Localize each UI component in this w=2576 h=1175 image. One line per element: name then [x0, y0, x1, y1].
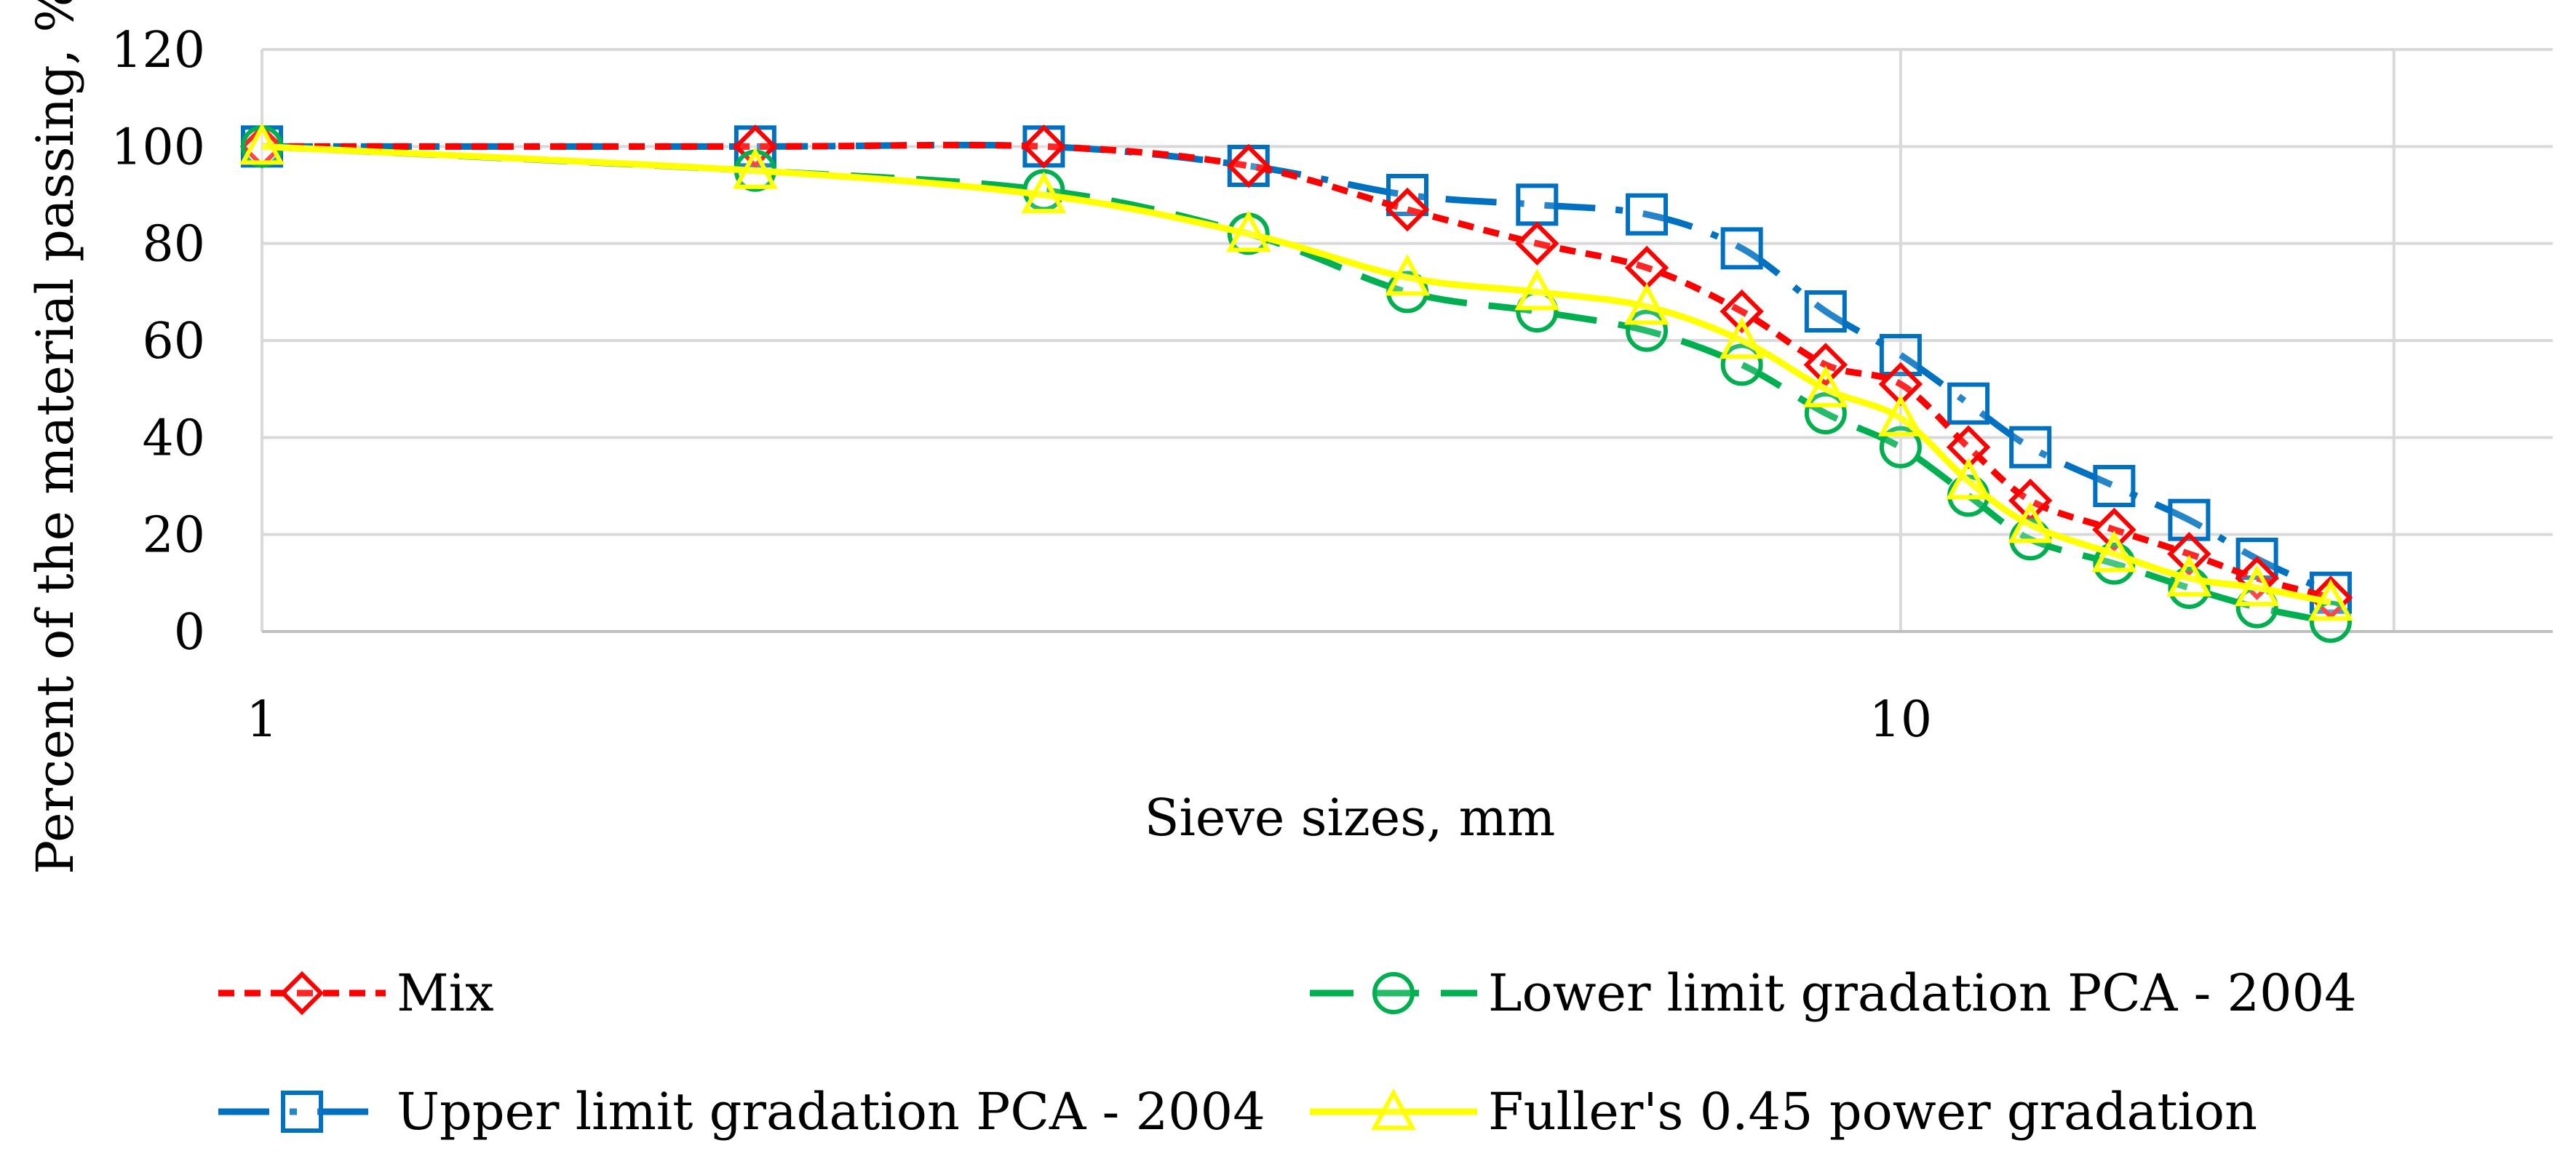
- data-point: [2234, 564, 2280, 607]
- data-point: [2167, 532, 2211, 576]
- data-point: [1021, 171, 1067, 214]
- data-point: [2009, 426, 2052, 469]
- data-point: [1803, 343, 1848, 387]
- data-point: [1515, 221, 1559, 266]
- data-point: [239, 123, 285, 165]
- x-axis-title: Sieve sizes, mm: [1145, 788, 1556, 848]
- legend-label: Mix: [397, 963, 494, 1023]
- data-point: [2008, 501, 2054, 543]
- data-point: [1385, 187, 1430, 232]
- legend-label: Upper limit gradation PCA - 2004: [397, 1082, 1265, 1142]
- data-point: [1226, 143, 1271, 188]
- data-point: [2091, 530, 2137, 573]
- y-tick-label: 0: [174, 604, 205, 661]
- legend-entry: Upper limit gradation PCA - 2004: [218, 1082, 1265, 1142]
- data-point: [2092, 507, 2136, 552]
- series-line: [261, 143, 2331, 626]
- data-point: [1802, 365, 1848, 407]
- legend-swatch-marker: [1372, 972, 1415, 1014]
- series-line: [262, 141, 2332, 596]
- data-point: [1022, 124, 1066, 169]
- data-point: [1947, 382, 1990, 425]
- data-point: [1720, 289, 1764, 334]
- legend-swatch-marker: [281, 1091, 323, 1133]
- data-point: [2093, 465, 2136, 507]
- data-point: [2309, 600, 2352, 643]
- series-line: [262, 141, 2332, 601]
- data-point: [1516, 183, 1559, 226]
- series-fuller-s-0-45-power-gradation: [239, 123, 2353, 621]
- y-tick-label: 120: [111, 22, 205, 79]
- y-tick-label: 100: [111, 119, 205, 176]
- y-tick-label: 20: [142, 507, 205, 565]
- data-point: [2166, 554, 2212, 597]
- y-tick-label: 60: [142, 313, 205, 370]
- x-tick-label: 1: [246, 691, 277, 749]
- legend-entry: Mix: [218, 963, 494, 1023]
- data-point: [1804, 290, 1847, 332]
- data-point: [1626, 193, 1669, 236]
- y-tick-label: 80: [142, 216, 205, 274]
- legend-swatch-marker: [279, 971, 325, 1016]
- legend: Mix Lower limit gradation PCA - 2004 Upper…: [218, 963, 2357, 1142]
- data-point: [1719, 316, 1765, 359]
- data-point: [1946, 458, 1992, 500]
- y-axis-title: Percent of the material passing, %: [25, 0, 85, 875]
- data-point: [1514, 268, 1560, 311]
- data-point: [1879, 334, 1922, 376]
- y-tick-label: 40: [142, 410, 205, 467]
- data-point: [1384, 254, 1431, 296]
- series-line: [261, 143, 2331, 606]
- data-point: [1879, 426, 1922, 469]
- legend-entry: Lower limit gradation PCA - 2004: [1310, 963, 2357, 1023]
- data-point: [1624, 283, 1670, 325]
- data-point: [1225, 210, 1271, 252]
- data-point: [732, 147, 778, 189]
- legend-swatch-marker: [1370, 1088, 1417, 1131]
- legend-label: Lower limit gradation PCA - 2004: [1488, 963, 2357, 1023]
- legend-entry: Fuller's 0.45 power gradation: [1310, 1082, 2257, 1142]
- legend-label: Fuller's 0.45 power gradation: [1488, 1082, 2257, 1142]
- data-point: [2307, 578, 2353, 621]
- data-point: [1720, 227, 1763, 270]
- data-point: [1877, 394, 1923, 437]
- x-tick-label: 10: [1869, 691, 1933, 749]
